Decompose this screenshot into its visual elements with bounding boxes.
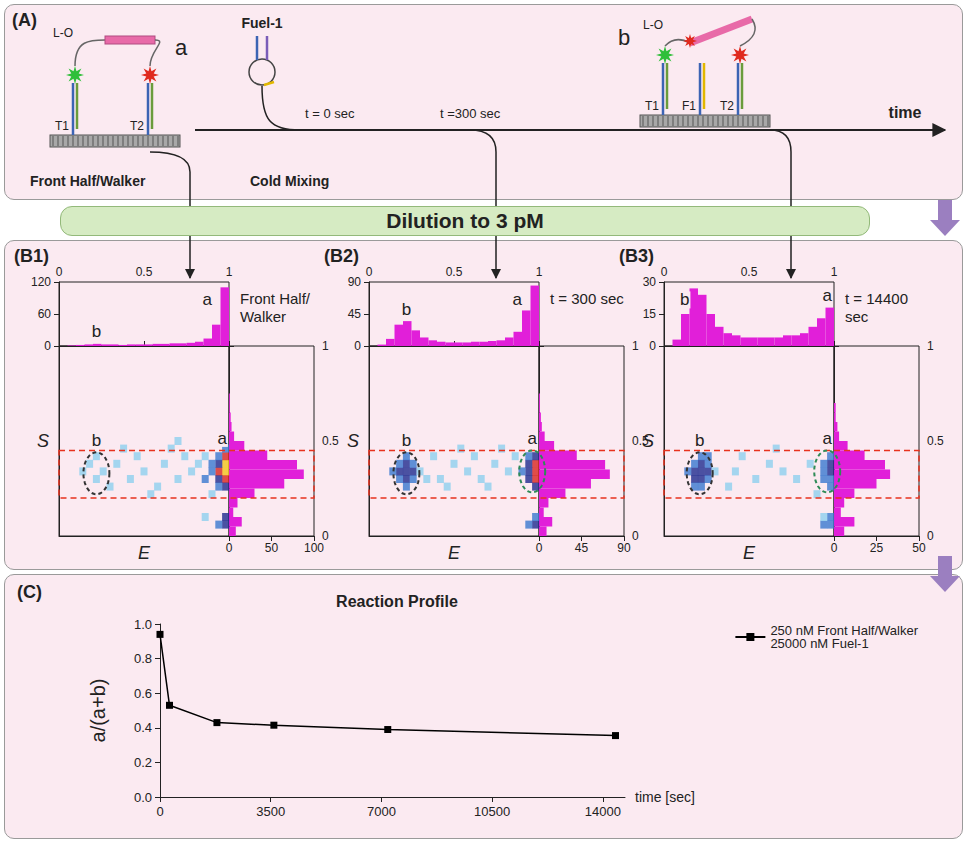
- svg-text:T2: T2: [720, 99, 734, 113]
- svg-text:0: 0: [927, 529, 934, 543]
- svg-text:90: 90: [348, 275, 362, 289]
- svg-text:0.5: 0.5: [632, 434, 649, 448]
- svg-text:100: 100: [304, 541, 324, 555]
- svg-text:45: 45: [348, 307, 362, 321]
- svg-text:1: 1: [226, 265, 233, 279]
- svg-text:a: a: [512, 290, 522, 309]
- svg-text:sec: sec: [845, 308, 869, 325]
- svg-text:L-O: L-O: [643, 18, 663, 32]
- svg-text:45: 45: [575, 541, 589, 555]
- svg-text:E: E: [743, 543, 756, 563]
- svg-text:time: time: [889, 104, 922, 121]
- svg-text:a: a: [175, 35, 188, 60]
- svg-text:T1: T1: [55, 119, 69, 133]
- svg-text:T2: T2: [130, 119, 144, 133]
- svg-text:E: E: [138, 543, 151, 563]
- svg-text:0.5: 0.5: [136, 265, 153, 279]
- svg-text:L-O: L-O: [53, 26, 73, 40]
- svg-text:0.5: 0.5: [741, 265, 758, 279]
- svg-text:0.5: 0.5: [446, 265, 463, 279]
- svg-text:b: b: [402, 300, 411, 319]
- svg-text:30: 30: [643, 275, 657, 289]
- svg-text:1.0: 1.0: [134, 617, 152, 632]
- svg-text:0: 0: [632, 529, 639, 543]
- svg-text:0.6: 0.6: [134, 686, 152, 701]
- svg-text:25000 nM Fuel-1: 25000 nM Fuel-1: [770, 636, 868, 651]
- svg-text:0.5: 0.5: [927, 434, 944, 448]
- svg-text:0: 0: [156, 804, 163, 819]
- svg-text:a: a: [527, 429, 537, 448]
- svg-text:E: E: [448, 543, 461, 563]
- svg-text:1: 1: [322, 339, 329, 353]
- svg-text:(B1): (B1): [14, 246, 49, 266]
- svg-text:1: 1: [927, 339, 934, 353]
- svg-text:b: b: [618, 25, 630, 50]
- svg-text:1: 1: [632, 339, 639, 353]
- svg-text:a: a: [822, 429, 832, 448]
- svg-text:Fuel-1: Fuel-1: [241, 15, 282, 31]
- html-text:Dilution to 3 pM: Dilution to 3 pM: [386, 209, 544, 232]
- svg-text:0: 0: [322, 529, 329, 543]
- svg-text:0: 0: [649, 339, 656, 353]
- svg-text:0: 0: [226, 541, 233, 555]
- svg-text:90: 90: [617, 541, 631, 555]
- svg-text:0.5: 0.5: [322, 434, 339, 448]
- svg-text:0: 0: [536, 541, 543, 555]
- svg-text:T1: T1: [645, 99, 659, 113]
- svg-text:b: b: [92, 322, 101, 341]
- svg-text:0: 0: [44, 339, 51, 353]
- svg-text:(B2): (B2): [324, 246, 359, 266]
- svg-text:120: 120: [31, 275, 51, 289]
- svg-text:F1: F1: [682, 99, 696, 113]
- svg-text:1: 1: [536, 265, 543, 279]
- svg-text:b: b: [695, 431, 704, 450]
- svg-text:a/(a+b): a/(a+b): [87, 679, 109, 743]
- svg-text:t =300 sec: t =300 sec: [440, 106, 501, 121]
- svg-text:t = 300 sec: t = 300 sec: [550, 290, 624, 307]
- svg-text:3500: 3500: [256, 804, 285, 819]
- svg-text:(B3): (B3): [619, 246, 654, 266]
- svg-text:a: a: [202, 290, 212, 309]
- svg-text:a: a: [822, 286, 832, 305]
- svg-text:25: 25: [870, 541, 884, 555]
- svg-text:7000: 7000: [367, 804, 396, 819]
- svg-text:0: 0: [366, 265, 373, 279]
- svg-text:15: 15: [643, 307, 657, 321]
- svg-text:0: 0: [56, 265, 63, 279]
- svg-text:0: 0: [661, 265, 668, 279]
- svg-text:50: 50: [265, 541, 279, 555]
- svg-text:Front Half/: Front Half/: [240, 290, 311, 307]
- svg-text:0.4: 0.4: [134, 720, 152, 735]
- svg-text:50: 50: [912, 541, 926, 555]
- svg-text:a: a: [217, 429, 227, 448]
- svg-text:Front Half/Walker: Front Half/Walker: [30, 173, 146, 189]
- svg-text:Cold Mixing: Cold Mixing: [250, 173, 329, 189]
- svg-text:0.2: 0.2: [134, 755, 152, 770]
- svg-text:b: b: [92, 431, 101, 450]
- svg-text:0.8: 0.8: [134, 651, 152, 666]
- svg-text:t = 14400: t = 14400: [845, 290, 908, 307]
- svg-text:0: 0: [354, 339, 361, 353]
- svg-text:250 nM Front Half/Walker: 250 nM Front Half/Walker: [770, 623, 918, 638]
- svg-text:10500: 10500: [474, 804, 510, 819]
- svg-text:S: S: [37, 431, 49, 451]
- svg-text:Reaction Profile: Reaction Profile: [336, 593, 458, 610]
- svg-text:60: 60: [38, 307, 52, 321]
- svg-text:b: b: [680, 290, 689, 309]
- svg-text:b: b: [402, 431, 411, 450]
- svg-text:0: 0: [831, 541, 838, 555]
- svg-text:Walker: Walker: [240, 308, 286, 325]
- svg-text:0.0: 0.0: [134, 790, 152, 805]
- svg-text:(A): (A): [12, 10, 37, 30]
- svg-text:S: S: [347, 431, 359, 451]
- svg-text:(C): (C): [17, 582, 42, 602]
- svg-text:t = 0 sec: t = 0 sec: [305, 106, 355, 121]
- svg-text:1: 1: [831, 265, 838, 279]
- svg-text:14000: 14000: [585, 804, 621, 819]
- svg-text:time [sec]: time [sec]: [635, 789, 695, 805]
